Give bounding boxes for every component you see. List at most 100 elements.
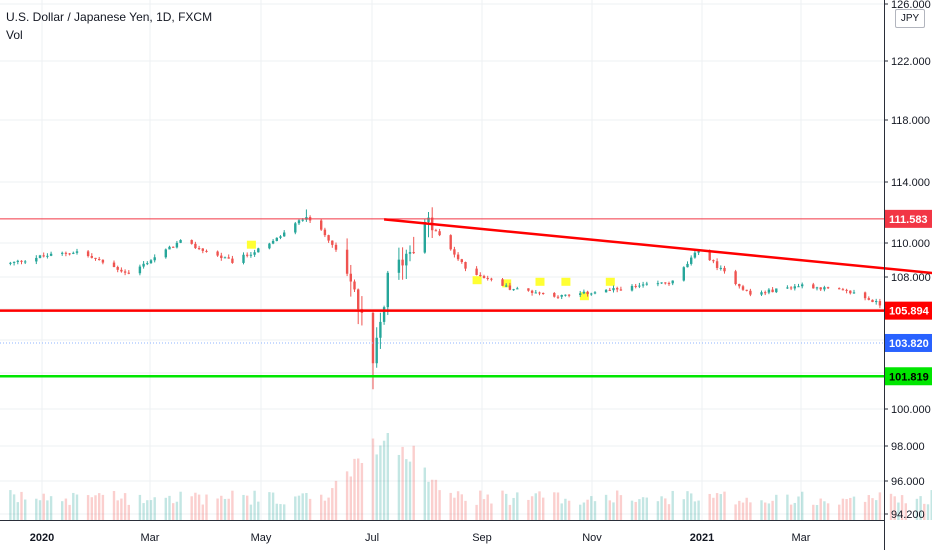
candle-body — [357, 289, 359, 309]
price-label-text: 101.819 — [889, 371, 929, 383]
volume-bar — [179, 492, 181, 520]
candle-body — [405, 254, 407, 266]
volume-bar — [768, 503, 770, 520]
candle-body — [383, 307, 385, 322]
volume-bar — [309, 499, 311, 520]
volume-bar — [435, 480, 437, 520]
volume-bar — [331, 488, 333, 520]
candle-body — [709, 251, 711, 260]
volume-bar — [276, 504, 278, 520]
candle-body — [272, 241, 274, 244]
candle-body — [505, 286, 507, 287]
candle-body — [424, 222, 426, 253]
candle-body — [483, 276, 485, 278]
candle-body — [379, 322, 381, 338]
symbol-title: U.S. Dollar / Japanese Yen, 1D, FXCM — [6, 8, 212, 26]
candle-body — [697, 251, 699, 252]
candle-body — [820, 287, 822, 289]
volume-bar — [68, 505, 70, 520]
volume-bar — [487, 495, 489, 520]
candle-body — [720, 268, 722, 269]
candle-body — [660, 282, 662, 283]
candle-body — [413, 252, 415, 253]
volume-bar — [864, 502, 866, 520]
volume-bar — [664, 498, 666, 520]
candle-body — [609, 290, 611, 291]
candle-body — [620, 289, 622, 290]
volume-bar — [775, 495, 777, 520]
volume-bar — [353, 459, 355, 520]
candle-body — [46, 256, 48, 257]
volume-bar — [87, 495, 89, 520]
volume-bar — [20, 492, 22, 520]
volume-bar — [827, 503, 829, 520]
candle-body — [268, 244, 270, 249]
highlight-marker — [561, 278, 570, 286]
volume-bar — [475, 505, 477, 520]
volume-bar — [457, 491, 459, 520]
candle-body — [353, 282, 355, 290]
candle-body — [657, 283, 659, 284]
volume-bar — [294, 496, 296, 520]
candle-body — [142, 264, 144, 267]
volume-bar — [849, 498, 851, 520]
volume-bar — [531, 496, 533, 520]
volume-bar — [879, 492, 881, 520]
candle-body — [553, 293, 555, 297]
volume-bar — [427, 482, 429, 520]
candle-body — [509, 286, 511, 290]
volume-bar — [709, 494, 711, 520]
candle-body — [635, 286, 637, 287]
candle-body — [302, 220, 304, 221]
candle-body — [631, 286, 633, 291]
candle-body — [871, 300, 873, 302]
volume-bar — [65, 499, 67, 520]
volume-bar — [871, 498, 873, 520]
volume-bar — [154, 497, 156, 520]
candle-body — [683, 267, 685, 280]
x-tick-label: May — [251, 532, 272, 544]
candle-body — [586, 292, 588, 294]
volume-bar — [253, 491, 255, 520]
volume-bar — [586, 500, 588, 520]
y-tick-label: 94.200 — [891, 509, 925, 521]
candle-body — [764, 292, 766, 293]
volume-bar — [505, 494, 507, 520]
volume-bar — [564, 499, 566, 520]
candle-body — [276, 238, 278, 241]
volume-bar — [13, 494, 15, 520]
volume-bar — [820, 499, 822, 520]
candle-body — [664, 282, 666, 283]
volume-bar — [501, 491, 503, 520]
volume-bar — [738, 501, 740, 520]
candle-body — [87, 251, 89, 256]
volume-bar — [801, 492, 803, 520]
volume-bar — [146, 500, 148, 520]
currency-badge[interactable]: JPY — [895, 9, 925, 28]
volume-bar — [272, 493, 274, 520]
candle-body — [9, 263, 11, 264]
volume-bar — [609, 500, 611, 520]
candle-body — [527, 288, 529, 290]
candle-body — [853, 292, 855, 293]
volume-bar — [168, 496, 170, 520]
candle-body — [205, 251, 207, 252]
candle-body — [253, 252, 255, 254]
candle-body — [668, 283, 670, 284]
volume-bar — [24, 500, 26, 520]
volume-bar — [72, 493, 74, 520]
volume-bar — [483, 499, 485, 520]
y-tick-label: 98.000 — [891, 441, 925, 453]
volume-bar — [697, 501, 699, 520]
volume-bar — [35, 499, 37, 520]
volume-bar — [853, 497, 855, 520]
candle-body — [535, 292, 537, 293]
candle-body — [179, 240, 181, 243]
candle-body — [198, 248, 200, 249]
x-tick-label: 2021 — [690, 532, 714, 544]
candle-body — [324, 230, 326, 235]
volume-bar — [401, 447, 403, 520]
candle-body — [350, 274, 352, 282]
